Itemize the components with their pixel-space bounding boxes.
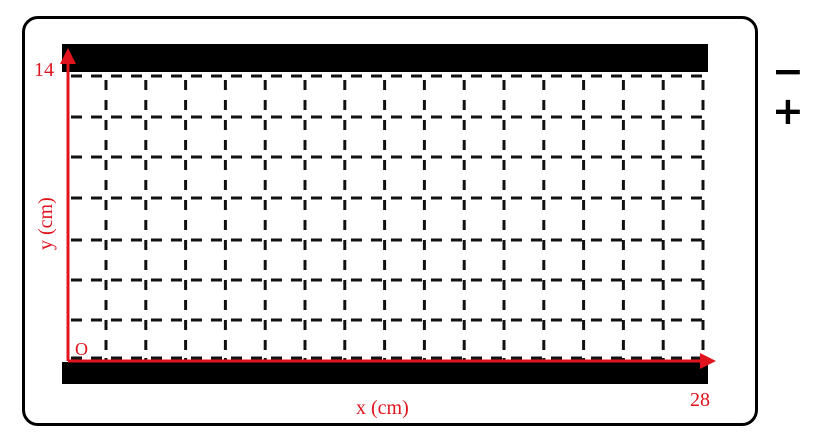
origin-label: O xyxy=(75,339,88,359)
x-axis-arrowhead xyxy=(700,353,716,369)
y-axis-arrowhead xyxy=(60,48,76,64)
figure-frame xyxy=(22,16,758,426)
x-axis-label: x (cm) xyxy=(356,397,409,419)
negative-sign: − xyxy=(772,49,804,93)
field-line-grid xyxy=(71,74,705,360)
positive-sign: + xyxy=(772,89,804,133)
bottom-plate xyxy=(62,362,708,384)
y-max-label: 14 xyxy=(34,59,54,81)
x-max-label: 28 xyxy=(690,389,710,411)
top-plate xyxy=(62,44,708,72)
y-axis-label: y (cm) xyxy=(35,197,57,250)
